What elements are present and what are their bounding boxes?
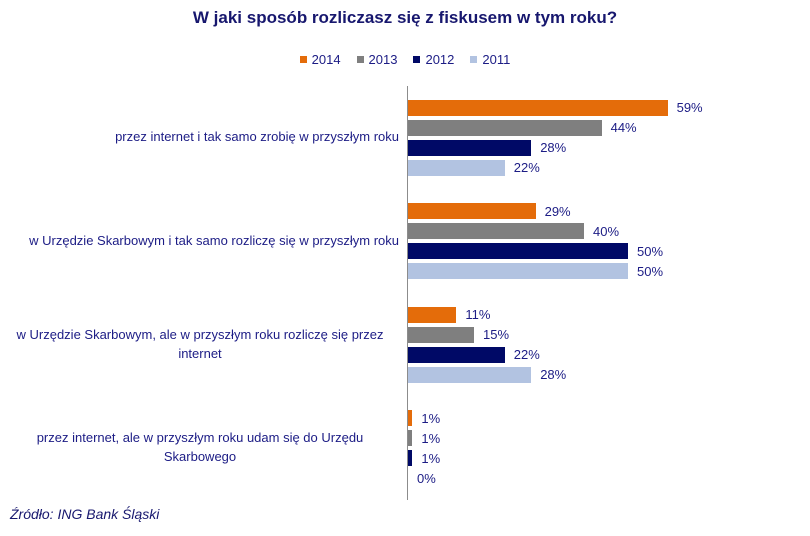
bar-2014	[408, 99, 668, 116]
value-label: 44%	[610, 120, 637, 136]
category-label: przez internet i tak samo zrobię w przys…	[115, 129, 399, 145]
bar-group: 11% 15% 22% 28%	[407, 293, 810, 397]
bar-2013	[408, 326, 474, 343]
category-group: przez internet, ale w przyszłym roku uda…	[0, 396, 810, 501]
legend-item-2014: 2014	[299, 52, 341, 67]
category-label-cell: przez internet i tak samo zrobię w przys…	[0, 86, 407, 190]
bar-row-2013: 40%	[408, 223, 810, 240]
legend-item-2012: 2012	[413, 52, 454, 67]
legend-marker-icon	[470, 56, 478, 63]
bar-2014	[408, 410, 413, 427]
legend-label: 2013	[368, 52, 398, 67]
bar-row-2012: 22%	[408, 346, 810, 363]
category-label-cell: przez internet, ale w przyszłym roku uda…	[0, 397, 407, 501]
value-label: 1%	[421, 450, 441, 466]
value-label: 15%	[483, 327, 510, 343]
category-label: przez internet, ale w przyszłym roku uda…	[36, 430, 364, 465]
bar-2012	[408, 450, 413, 467]
bar-group: 59% 44% 28% 22%	[407, 86, 810, 190]
bar-row-2011: 22%	[408, 159, 810, 176]
legend-label: 2012	[425, 52, 455, 67]
legend-marker-icon	[413, 56, 421, 63]
category-label-cell: w Urzędzie Skarbowym, ale w przyszłym ro…	[0, 293, 407, 397]
category-group: w Urzędzie Skarbowym, ale w przyszłym ro…	[0, 293, 810, 397]
bar-2013	[408, 223, 584, 240]
bar-2014	[408, 203, 536, 220]
category-label: w Urzędzie Skarbowym, ale w przyszłym ro…	[16, 326, 384, 361]
legend-marker-icon	[356, 56, 364, 63]
bar-2012	[408, 346, 505, 363]
bar-group: 1% 1% 1% 0%	[407, 396, 810, 500]
bar-row-2011: 28%	[408, 366, 810, 383]
bar-row-2014: 11%	[408, 306, 810, 323]
bar-2012	[408, 243, 628, 260]
source-note: Źródło: ING Bank Śląski	[10, 506, 160, 522]
value-label: 50%	[637, 263, 664, 279]
value-label: 0%	[417, 470, 436, 486]
value-label: 22%	[513, 160, 540, 176]
bar-row-2014: 29%	[408, 203, 810, 220]
bar-group: 29% 40% 50% 50%	[407, 189, 810, 293]
legend-label: 2014	[311, 52, 341, 67]
bar-row-2011: 0%	[408, 470, 810, 486]
value-label: 28%	[540, 140, 567, 156]
bar-row-2013: 15%	[408, 326, 810, 343]
bar-2013	[408, 430, 413, 447]
category-label-cell: w Urzędzie Skarbowym i tak samo rozliczę…	[0, 190, 407, 294]
legend-item-2011: 2011	[470, 52, 510, 67]
legend-marker-icon	[299, 56, 307, 63]
bar-2011	[408, 159, 505, 176]
value-label: 28%	[540, 367, 567, 383]
category-group: przez internet i tak samo zrobię w przys…	[0, 86, 810, 190]
category-label: w Urzędzie Skarbowym i tak samo rozliczę…	[29, 232, 399, 248]
legend: 2014 2013 2012 2011	[0, 52, 810, 67]
bar-row-2011: 50%	[408, 263, 810, 280]
value-label: 59%	[676, 100, 703, 116]
bar-row-2013: 1%	[408, 430, 810, 447]
bar-2011	[408, 263, 628, 280]
value-label: 29%	[544, 203, 571, 219]
value-label: 1%	[421, 430, 441, 446]
bar-2012	[408, 139, 532, 156]
bar-row-2014: 1%	[408, 410, 810, 427]
legend-label: 2011	[482, 52, 511, 67]
chart-title: W jaki sposób rozliczasz się z fiskusem …	[192, 8, 618, 27]
bar-row-2012: 1%	[408, 450, 810, 467]
bar-row-2012: 50%	[408, 243, 810, 260]
bar-row-2012: 28%	[408, 139, 810, 156]
value-label: 50%	[637, 243, 664, 259]
plot-area: przez internet i tak samo zrobię w przys…	[0, 86, 810, 500]
legend-item-2013: 2013	[356, 52, 398, 67]
value-label: 40%	[593, 223, 620, 239]
category-group: w Urzędzie Skarbowym i tak samo rozliczę…	[0, 189, 810, 294]
value-label: 11%	[465, 307, 491, 323]
bar-2013	[408, 119, 602, 136]
value-label: 22%	[513, 347, 540, 363]
bar-2011	[408, 366, 532, 383]
bar-row-2013: 44%	[408, 119, 810, 136]
bar-2014	[408, 306, 457, 323]
value-label: 1%	[421, 410, 441, 426]
bar-row-2014: 59%	[408, 99, 810, 116]
